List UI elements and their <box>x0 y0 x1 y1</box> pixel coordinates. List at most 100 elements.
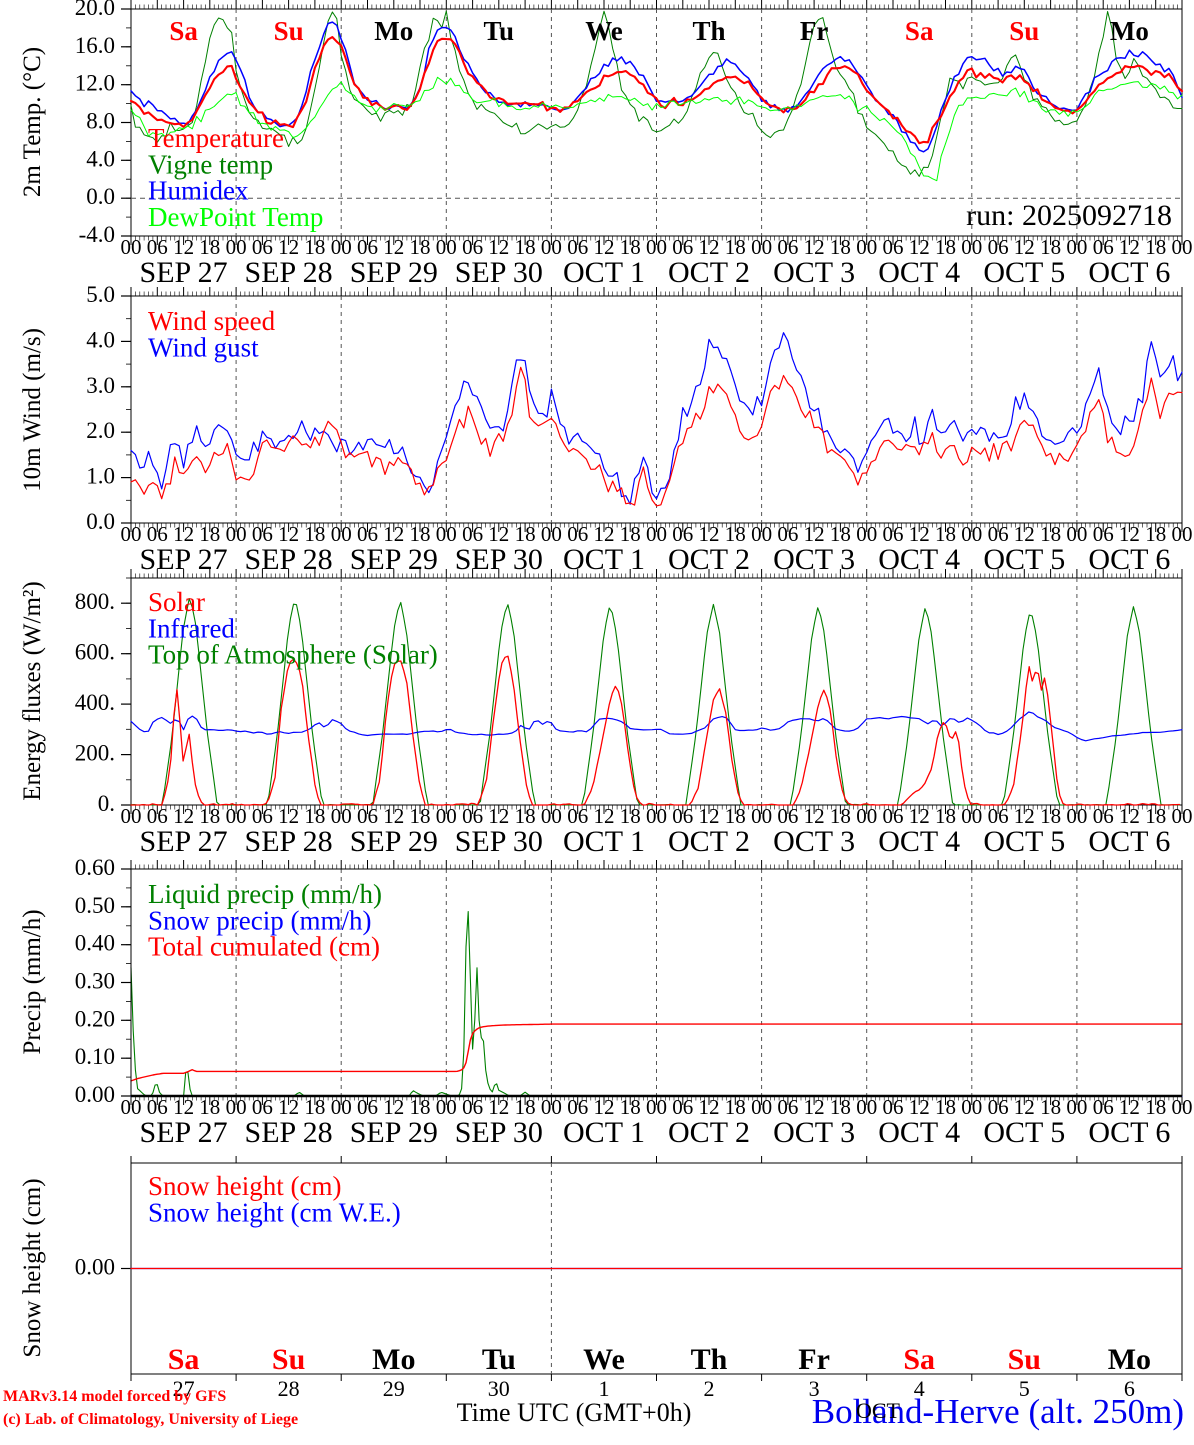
svg-text:00: 00 <box>1172 522 1193 546</box>
svg-text:Fr: Fr <box>798 1343 830 1376</box>
svg-text:00: 00 <box>436 804 457 828</box>
svg-text:0.00: 0.00 <box>75 1082 115 1107</box>
svg-text:2.0: 2.0 <box>86 418 115 443</box>
svg-text:OCT 6: OCT 6 <box>1088 1116 1170 1149</box>
svg-text:OCT 4: OCT 4 <box>878 543 960 576</box>
svg-text:OCT 3: OCT 3 <box>773 543 855 576</box>
svg-text:OCT 5: OCT 5 <box>983 256 1065 289</box>
svg-text:OCT 2: OCT 2 <box>668 543 750 576</box>
svg-text:00: 00 <box>1172 1095 1193 1119</box>
svg-text:Tu: Tu <box>482 1343 516 1376</box>
svg-text:2: 2 <box>704 1376 715 1401</box>
svg-text:00: 00 <box>541 522 562 546</box>
svg-text:00: 00 <box>1066 804 1087 828</box>
svg-text:OCT 4: OCT 4 <box>878 256 960 289</box>
svg-text:Su: Su <box>274 16 304 46</box>
svg-text:SEP 28: SEP 28 <box>245 256 333 289</box>
svg-text:20.0: 20.0 <box>75 0 115 20</box>
svg-text:00: 00 <box>751 1095 772 1119</box>
svg-text:4.0: 4.0 <box>86 327 115 352</box>
svg-text:800.: 800. <box>75 589 115 614</box>
svg-text:00: 00 <box>961 522 982 546</box>
svg-text:Th: Th <box>692 16 725 46</box>
svg-text:Snow height (cm): Snow height (cm) <box>19 1178 46 1357</box>
svg-text:00: 00 <box>226 1095 247 1119</box>
svg-text:Snow height (cm W.E.): Snow height (cm W.E.) <box>148 1197 401 1227</box>
svg-text:0.00: 0.00 <box>75 1255 115 1280</box>
svg-text:00: 00 <box>541 804 562 828</box>
svg-text:SEP 30: SEP 30 <box>455 256 543 289</box>
svg-text:0.10: 0.10 <box>75 1044 115 1069</box>
svg-text:SEP 29: SEP 29 <box>350 825 438 858</box>
svg-text:400.: 400. <box>75 690 115 715</box>
svg-text:Sa: Sa <box>903 1343 935 1376</box>
svg-text:00: 00 <box>121 235 142 259</box>
svg-text:00: 00 <box>751 804 772 828</box>
svg-text:OCT 5: OCT 5 <box>983 1116 1065 1149</box>
svg-text:00: 00 <box>646 235 667 259</box>
svg-text:00: 00 <box>1172 804 1193 828</box>
svg-text:00: 00 <box>331 804 352 828</box>
svg-text:Top of Atmosphere (Solar): Top of Atmosphere (Solar) <box>148 640 438 670</box>
svg-text:Energy fluxes (W/m²): Energy fluxes (W/m²) <box>19 581 46 800</box>
svg-text:MARv3.14 model forced by GFS: MARv3.14 model forced by GFS <box>3 1388 226 1405</box>
svg-text:29: 29 <box>383 1376 405 1401</box>
svg-text:Tu: Tu <box>484 16 515 46</box>
svg-text:OCT 1: OCT 1 <box>563 256 645 289</box>
svg-text:00: 00 <box>856 1095 877 1119</box>
svg-text:OCT 6: OCT 6 <box>1088 543 1170 576</box>
svg-text:2m Temp. (°C): 2m Temp. (°C) <box>19 47 46 197</box>
svg-text:Su: Su <box>1008 1343 1041 1376</box>
svg-text:00: 00 <box>331 522 352 546</box>
svg-text:SEP 30: SEP 30 <box>455 825 543 858</box>
svg-text:28: 28 <box>278 1376 300 1401</box>
svg-text:Mo: Mo <box>1110 16 1149 46</box>
svg-text:0.0: 0.0 <box>86 184 115 209</box>
svg-text:SEP 30: SEP 30 <box>455 543 543 576</box>
svg-text:Mo: Mo <box>374 16 413 46</box>
svg-text:-4.0: -4.0 <box>79 222 115 247</box>
svg-text:5.0: 5.0 <box>86 282 115 307</box>
svg-text:Time UTC (GMT+0h): Time UTC (GMT+0h) <box>457 1398 692 1427</box>
svg-text:Th: Th <box>691 1343 728 1376</box>
svg-text:0.20: 0.20 <box>75 1006 115 1031</box>
svg-text:OCT 1: OCT 1 <box>563 1116 645 1149</box>
svg-text:00: 00 <box>856 804 877 828</box>
svg-text:Mo: Mo <box>372 1343 415 1376</box>
svg-text:OCT 5: OCT 5 <box>983 825 1065 858</box>
svg-text:4.0: 4.0 <box>86 146 115 171</box>
svg-text:OCT 1: OCT 1 <box>563 543 645 576</box>
svg-text:run: 2025092718: run: 2025092718 <box>966 199 1172 232</box>
svg-text:00: 00 <box>751 522 772 546</box>
svg-text:OCT 6: OCT 6 <box>1088 256 1170 289</box>
svg-text:00: 00 <box>1066 1095 1087 1119</box>
svg-text:SEP 29: SEP 29 <box>350 256 438 289</box>
svg-text:00: 00 <box>331 235 352 259</box>
svg-text:0.30: 0.30 <box>75 969 115 994</box>
svg-text:3.0: 3.0 <box>86 373 115 398</box>
svg-text:Precip (mm/h): Precip (mm/h) <box>19 909 46 1054</box>
svg-text:SEP 28: SEP 28 <box>245 1116 333 1149</box>
svg-text:Fr: Fr <box>800 16 828 46</box>
svg-text:Total cumulated (cm): Total cumulated (cm) <box>148 932 380 962</box>
svg-text:SEP 27: SEP 27 <box>140 1116 228 1149</box>
svg-text:SEP 30: SEP 30 <box>455 1116 543 1149</box>
svg-text:OCT: OCT <box>856 1398 901 1423</box>
svg-text:00: 00 <box>961 1095 982 1119</box>
svg-text:0.50: 0.50 <box>75 893 115 918</box>
svg-text:00: 00 <box>226 522 247 546</box>
svg-text:00: 00 <box>1066 522 1087 546</box>
svg-text:16.0: 16.0 <box>75 33 115 58</box>
svg-text:We: We <box>583 1343 625 1376</box>
svg-text:0.: 0. <box>98 791 115 816</box>
svg-text:0.0: 0.0 <box>86 509 115 534</box>
svg-text:10m Wind (m/s): 10m Wind (m/s) <box>19 328 46 492</box>
svg-text:Wind gust: Wind gust <box>148 332 259 362</box>
svg-text:SEP 27: SEP 27 <box>140 256 228 289</box>
svg-text:SEP 27: SEP 27 <box>140 543 228 576</box>
svg-text:00: 00 <box>961 235 982 259</box>
svg-text:SEP 29: SEP 29 <box>350 1116 438 1149</box>
svg-text:OCT 4: OCT 4 <box>878 1116 960 1149</box>
svg-text:1.0: 1.0 <box>86 464 115 489</box>
svg-text:00: 00 <box>436 522 457 546</box>
